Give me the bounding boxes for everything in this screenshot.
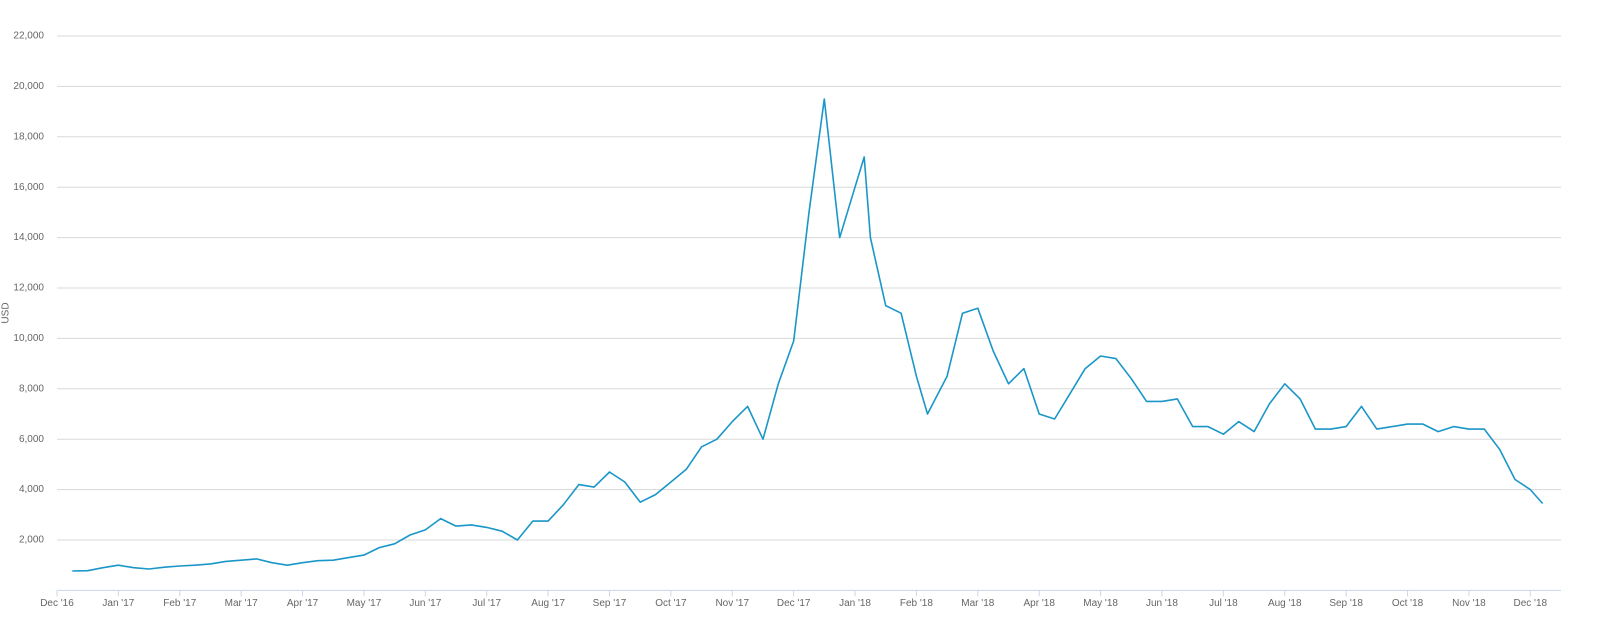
y-tick-label: 16,000 — [13, 182, 44, 193]
y-tick-label: 18,000 — [13, 131, 44, 142]
y-tick-label: 6,000 — [19, 434, 44, 445]
x-tick-label: Jul '17 — [472, 598, 501, 609]
x-tick-label: Nov '18 — [1452, 598, 1486, 609]
y-axis-label: USD — [1, 302, 12, 323]
x-tick-label: Dec '16 — [40, 598, 74, 609]
x-tick-label: Jun '17 — [409, 598, 441, 609]
x-tick-label: Dec '18 — [1514, 598, 1548, 609]
y-tick-label: 2,000 — [19, 535, 44, 546]
x-tick-label: Feb '18 — [900, 598, 933, 609]
y-tick-label: 10,000 — [13, 333, 44, 344]
x-tick-label: Apr '17 — [287, 598, 319, 609]
x-tick-label: Dec '17 — [777, 598, 811, 609]
x-tick-label: Apr '18 — [1024, 598, 1056, 609]
x-tick-label: Sep '18 — [1329, 598, 1363, 609]
x-tick-label: Jan '18 — [839, 598, 871, 609]
y-tick-label: 22,000 — [13, 31, 44, 42]
y-tick-label: 12,000 — [13, 283, 44, 294]
x-tick-label: Oct '18 — [1392, 598, 1424, 609]
x-tick-label: Sep '17 — [593, 598, 627, 609]
x-tick-label: Jul '18 — [1209, 598, 1238, 609]
x-tick-label: Nov '17 — [715, 598, 749, 609]
x-tick-label: Aug '18 — [1268, 598, 1302, 609]
x-tick-label: May '18 — [1083, 598, 1118, 609]
y-tick-label: 20,000 — [13, 81, 44, 92]
x-tick-label: Jun '18 — [1146, 598, 1178, 609]
x-tick-label: Jan '17 — [102, 598, 134, 609]
y-tick-label: 4,000 — [19, 484, 44, 495]
x-tick-label: Mar '18 — [961, 598, 994, 609]
y-tick-label: 8,000 — [19, 383, 44, 394]
x-tick-label: May '17 — [347, 598, 382, 609]
y-tick-label: 14,000 — [13, 232, 44, 243]
x-tick-label: Mar '17 — [225, 598, 258, 609]
x-tick-label: Oct '17 — [655, 598, 687, 609]
x-tick-label: Feb '17 — [163, 598, 196, 609]
price-line — [72, 98, 1544, 572]
x-tick-label: Aug '17 — [531, 598, 565, 609]
